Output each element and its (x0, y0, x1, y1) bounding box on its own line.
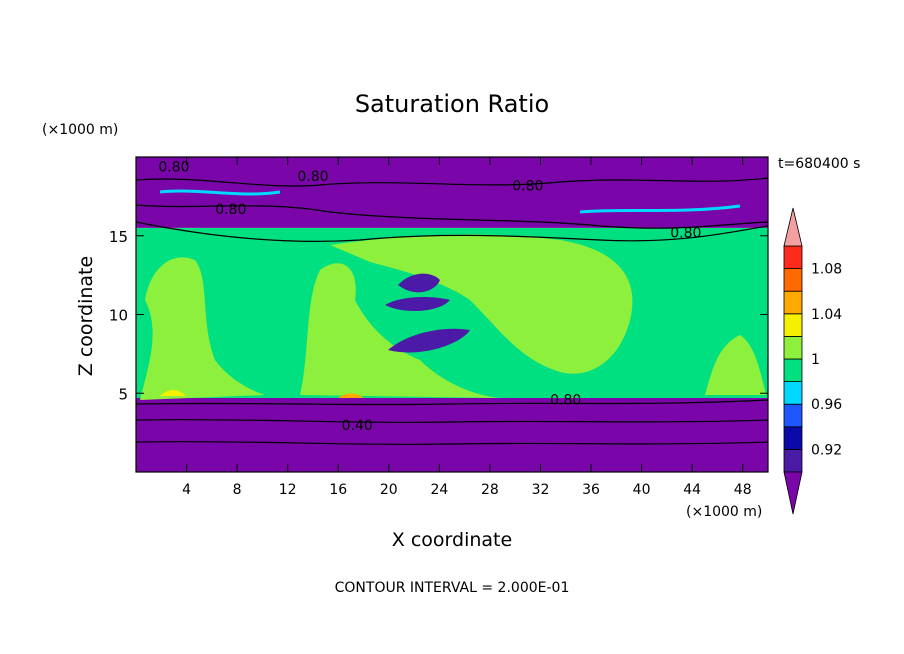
colorbar-over-arrow (783, 207, 803, 247)
colorbar-swatch (783, 268, 803, 292)
chart-title: Saturation Ratio (355, 90, 549, 118)
moist-patches (140, 189, 766, 400)
colorbar: 0.92 0.96 1 1.04 1.08 (783, 207, 842, 515)
contour-label: 0.80 (550, 393, 581, 409)
y-tick-label: 10 (109, 307, 128, 325)
colorbar-swatch (783, 245, 803, 270)
contour-line-low-3 (136, 440, 768, 446)
colorbar-swatch (783, 290, 803, 315)
x-axis-label: X coordinate (392, 529, 512, 551)
colorbar-label: 0.96 (811, 397, 842, 413)
colorbar-swatch (783, 381, 803, 405)
green-patch-right (705, 335, 766, 395)
colorbar-swatch (783, 313, 803, 337)
x-tick-label: 16 (329, 482, 347, 498)
colorbar-swatch (783, 403, 803, 428)
x-tick-label: 48 (734, 482, 752, 498)
contour-line-low-1 (136, 399, 768, 406)
x-tick-label: 12 (279, 482, 297, 498)
colorbar-swatch (783, 448, 803, 473)
green-patch-left (140, 257, 265, 400)
green-patch-upper (330, 234, 633, 374)
contour-label: 0.40 (342, 418, 373, 434)
yellow-spot-left (160, 390, 186, 396)
colorbar-label: 0.92 (811, 442, 842, 458)
y-tick-label: 5 (118, 385, 128, 403)
x-unit-label: (×1000 m) (686, 504, 762, 520)
x-tick-label: 20 (380, 482, 398, 498)
cyan-band-upper (159, 189, 281, 196)
plot-area: 0.80 0.80 0.80 0.80 0.80 0.80 0.40 (136, 157, 768, 472)
y-tick-label: 15 (109, 228, 128, 246)
colorbar-label: 1.08 (811, 262, 842, 278)
y-axis-label: Z coordinate (75, 256, 97, 376)
contour-labels: 0.80 0.80 0.80 0.80 0.80 0.80 0.40 (158, 159, 701, 433)
x-tick-label: 44 (683, 482, 701, 498)
contour-interval-footer: CONTOUR INTERVAL = 2.000E-01 (335, 580, 570, 596)
orange-spot-mid (338, 393, 364, 398)
colorbar-under-arrow (783, 471, 803, 515)
contour-line-low-2 (136, 418, 768, 424)
blue-blob-3 (388, 328, 470, 353)
contour-label: 0.80 (297, 169, 328, 185)
colorbar-swatch (783, 358, 803, 383)
contour-label: 0.80 (670, 226, 701, 242)
colorbar-label: 1 (811, 352, 820, 368)
x-tick-label: 24 (430, 482, 448, 498)
time-label: t=680400 s (778, 156, 860, 172)
colorbar-swatch (783, 426, 803, 450)
contour-label: 0.80 (158, 159, 189, 175)
x-tick-label: 36 (582, 482, 600, 498)
contour-label: 0.80 (512, 178, 543, 194)
cyan-band-mid (579, 204, 741, 214)
contour-line-upper-1 (136, 177, 768, 187)
contour-line-upper-2 (136, 204, 768, 229)
green-patch-center-left (300, 263, 500, 398)
x-tick-label: 32 (532, 482, 550, 498)
x-tick-label: 40 (633, 482, 651, 498)
contour-label: 0.80 (215, 202, 246, 218)
blue-blob-1 (398, 273, 440, 293)
contour-lines (136, 177, 768, 446)
x-tick-label: 28 (481, 482, 499, 498)
contour-line-base-top (136, 221, 768, 242)
region-lower-dry (136, 397, 768, 472)
blue-blob-2 (385, 297, 450, 312)
colorbar-label: 1.04 (811, 307, 842, 323)
colorbar-swatch (783, 335, 803, 360)
x-tick-label: 8 (233, 482, 242, 498)
x-tick-label: 4 (182, 482, 191, 498)
y-unit-label: (×1000 m) (42, 122, 118, 138)
